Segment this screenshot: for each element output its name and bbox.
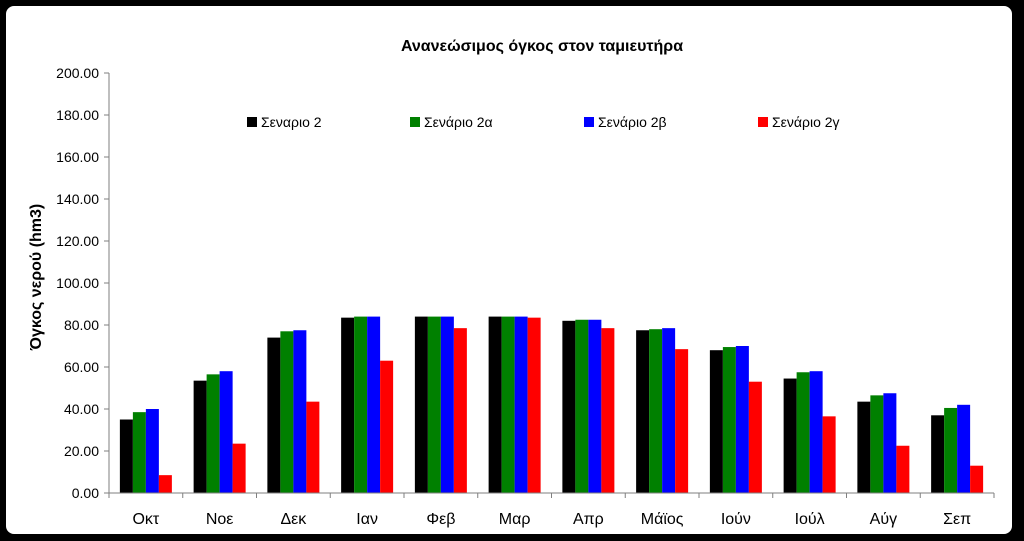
bar (601, 328, 615, 493)
bar (796, 372, 810, 493)
bar (488, 316, 502, 493)
bar (636, 330, 650, 493)
bar (193, 380, 207, 493)
bar (857, 401, 871, 493)
chart-frame: Ανανεώσιμος όγκος στον ταμιευτήρα Όγκος … (6, 6, 1012, 534)
legend-label: Σεναριο 2 (261, 114, 322, 130)
y-tick-label: 160.00 (56, 149, 99, 165)
y-axis-label: Όγκος νερού (hm3) (28, 204, 45, 352)
y-tick-label: 200.00 (56, 65, 99, 81)
x-axis-categories: Οκτ Νοε Δεκ Ιαν Φεβ Μαρ Απρ Μάϊος Ιούν Ιούλ Αύγ Σεπ (108, 493, 995, 528)
legend-label: Σενάριο 2β (598, 114, 667, 130)
y-tick-label: 80.00 (64, 317, 99, 333)
bar (267, 337, 281, 493)
bar (514, 316, 528, 493)
bar (367, 316, 381, 493)
y-tick-label: 100.00 (56, 275, 99, 291)
x-category-label: Δεκ (280, 511, 307, 528)
bar (675, 349, 689, 493)
bar (735, 346, 749, 493)
legend-swatch (410, 117, 420, 127)
legend-swatch (758, 117, 768, 127)
legend-swatch (247, 117, 257, 127)
legend-label: Σενάριο 2γ (772, 114, 840, 130)
bar (354, 316, 368, 493)
bar (575, 319, 589, 493)
bar (649, 329, 663, 493)
bar-chart: Ανανεώσιμος όγκος στον ταμιευτήρα Όγκος … (28, 38, 995, 528)
x-category-label: Νοε (206, 511, 234, 528)
bar (132, 412, 146, 493)
legend-swatch (584, 117, 594, 127)
bar (206, 374, 220, 493)
legend: Σεναριο 2 Σενάριο 2α Σενάριο 2β Σενάριο 2γ (247, 114, 840, 130)
bar (380, 360, 394, 493)
bars (119, 316, 984, 493)
bar (748, 381, 762, 493)
bar (427, 316, 441, 493)
y-tick-label: 20.00 (64, 443, 99, 459)
bar (414, 316, 428, 493)
bar (870, 395, 884, 493)
y-tick-label: 0.00 (72, 485, 99, 501)
bar (158, 475, 172, 493)
bar (588, 319, 602, 493)
x-category-label: Ιαν (356, 511, 378, 528)
x-category-label: Φεβ (426, 511, 455, 528)
bar (722, 347, 736, 493)
y-tick-label: 60.00 (64, 359, 99, 375)
bar (119, 419, 133, 493)
bar (822, 416, 836, 493)
bar (783, 378, 797, 493)
x-category-label: Οκτ (132, 511, 159, 528)
bar (341, 317, 355, 493)
x-category-label: Μάϊος (641, 511, 684, 528)
chart-title: Ανανεώσιμος όγκος στον ταμιευτήρα (401, 38, 683, 55)
bar (219, 371, 233, 493)
y-tick-label: 120.00 (56, 233, 99, 249)
bar (896, 445, 910, 493)
bar (440, 316, 454, 493)
bar (501, 316, 515, 493)
bar (809, 371, 823, 493)
legend-label: Σενάριο 2α (424, 114, 493, 130)
bar (306, 401, 320, 493)
x-category-label: Ιούλ (795, 511, 825, 528)
y-tick-label: 140.00 (56, 191, 99, 207)
bar (293, 330, 307, 493)
x-category-label: Απρ (573, 511, 604, 528)
bar (280, 331, 294, 493)
bar (931, 415, 945, 493)
bar (957, 404, 971, 493)
y-axis-ticks: 0.00 20.00 40.00 60.00 80.00 100.00 120.00 140.… (56, 65, 109, 501)
x-category-label: Σεπ (943, 511, 971, 528)
bar (883, 393, 897, 493)
bar (944, 407, 958, 493)
y-tick-label: 180.00 (56, 107, 99, 123)
x-category-label: Μαρ (499, 511, 531, 528)
bar (527, 317, 541, 493)
bar (970, 465, 984, 493)
bar (662, 328, 676, 493)
y-tick-label: 40.00 (64, 401, 99, 417)
x-category-label: Αύγ (870, 511, 897, 528)
bar (453, 328, 467, 493)
bar (709, 350, 723, 493)
bar (562, 320, 576, 493)
bar (232, 443, 246, 493)
bar (145, 409, 159, 493)
x-category-label: Ιούν (721, 511, 751, 528)
